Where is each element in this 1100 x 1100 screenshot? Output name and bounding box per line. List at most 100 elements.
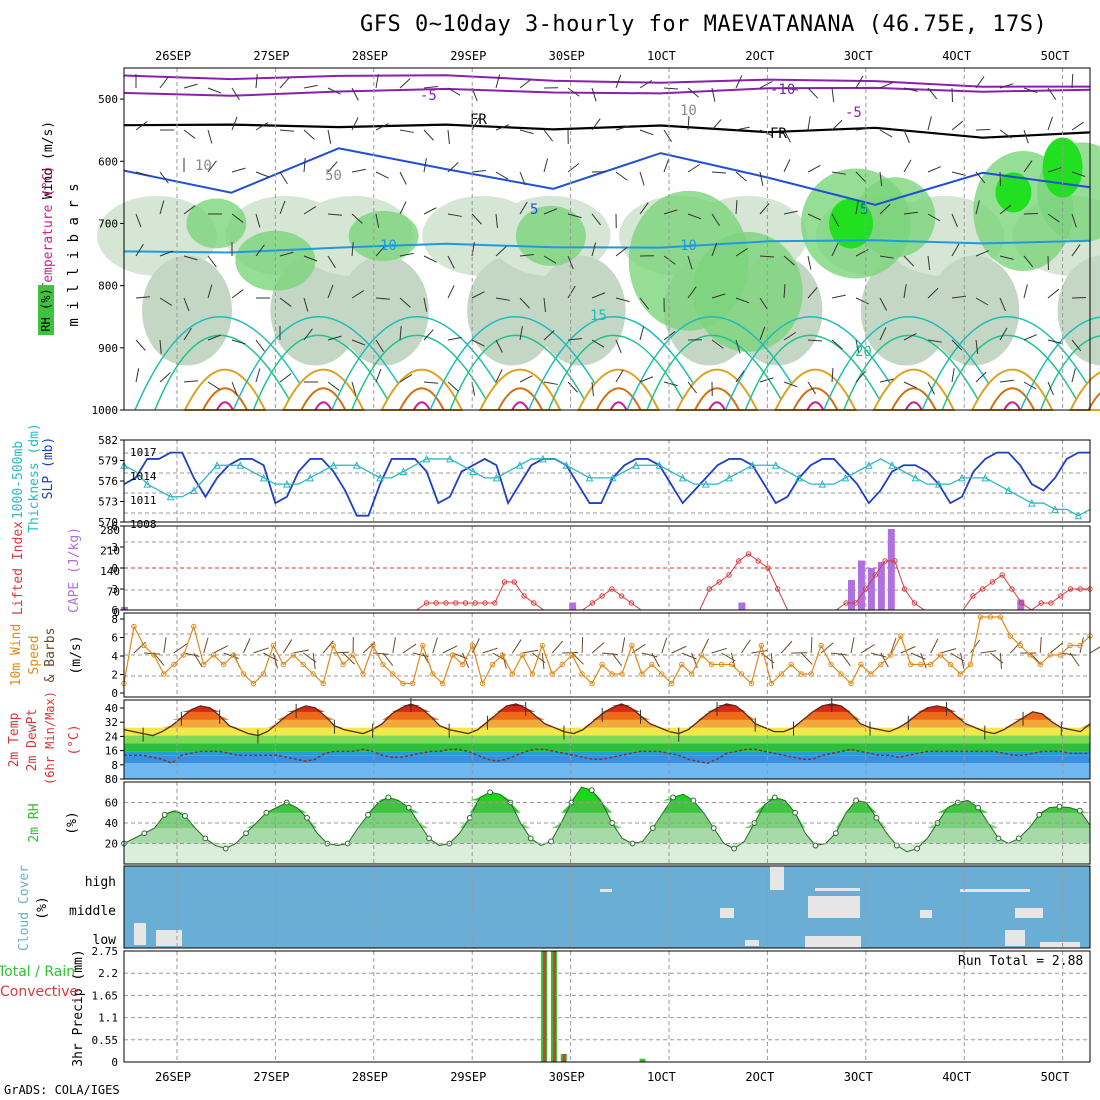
- wind-barb-10m: [1060, 652, 1077, 656]
- wind-barb: [159, 250, 174, 257]
- isotherm-35: [806, 401, 825, 411]
- pressure-tick-label: 600: [98, 155, 118, 168]
- slp-tick-label: 1011: [130, 494, 157, 507]
- wind-barb: [927, 213, 941, 222]
- rh-marker: [263, 809, 270, 816]
- isotherm-30: [398, 387, 445, 411]
- ylabel-rh-units: (%): [65, 811, 80, 834]
- li-marker: [853, 600, 859, 606]
- wind-barb: [231, 167, 246, 173]
- wind-barb: [231, 289, 244, 299]
- wind-barb: [1071, 121, 1084, 131]
- wind-barb: [159, 372, 171, 383]
- wind-barb: [735, 75, 743, 89]
- wind-barb: [759, 297, 769, 311]
- rh-marker: [792, 809, 799, 816]
- li-marker: [970, 593, 976, 599]
- date-label-bottom: 30SEP: [549, 1070, 585, 1084]
- wind-barb: [327, 87, 341, 95]
- wind-barb: [711, 119, 722, 131]
- wind-barb: [183, 129, 196, 139]
- wind-barb: [687, 115, 690, 131]
- thickness-marker: [678, 473, 687, 482]
- cloud-patch: [745, 940, 759, 946]
- wind-speed-marker: [818, 642, 824, 649]
- cape-bar: [857, 560, 865, 610]
- wind-barb: [183, 380, 198, 383]
- wind-speed-marker: [629, 642, 635, 649]
- wind-barb: [279, 200, 286, 215]
- wind-barb-10m: [831, 652, 848, 656]
- thickness-marker: [1074, 511, 1083, 520]
- date-label-bottom: 1OCT: [647, 1070, 676, 1084]
- wind-barb: [639, 171, 645, 186]
- wind-barb: [903, 284, 907, 299]
- thickness-marker: [422, 454, 431, 463]
- wind-barb: [1023, 255, 1034, 268]
- date-label-top: 5OCT: [1041, 49, 1070, 63]
- thickness-marker: [771, 461, 780, 469]
- thickness-marker: [841, 473, 850, 482]
- wind-barb-10m: [462, 652, 470, 669]
- isotherm-line: [123, 239, 1091, 254]
- date-label-bottom: 27SEP: [253, 1070, 289, 1084]
- li-marker: [521, 593, 527, 599]
- wind-barb: [279, 171, 288, 185]
- cape-bar: [847, 580, 855, 610]
- wind-barb: [159, 200, 165, 215]
- wind-barb-10m: [980, 650, 997, 654]
- wind-barb: [327, 161, 338, 173]
- wind-speed-marker: [430, 671, 436, 677]
- wind-barb: [687, 163, 701, 173]
- rh-marker: [710, 825, 717, 832]
- wind-speed-marker: [1017, 642, 1023, 649]
- rh-fill: [124, 787, 1090, 801]
- wind-barb: [375, 123, 389, 131]
- date-label-top: 26SEP: [155, 49, 191, 63]
- wind-barb: [807, 164, 821, 173]
- precip-tick-label: 1.65: [92, 989, 119, 1002]
- isotherm-30: [300, 387, 347, 411]
- wind-barb: [207, 255, 217, 268]
- wind-speed-marker: [420, 642, 426, 649]
- wind-barb: [495, 246, 507, 257]
- wind-barb: [927, 116, 932, 131]
- wind-barb: [135, 213, 142, 228]
- wind-barb: [639, 202, 649, 215]
- wind-barb: [975, 200, 980, 215]
- wind-barb: [927, 287, 939, 299]
- wind-barb: [663, 381, 678, 387]
- wind-speed-marker: [758, 642, 765, 649]
- wind-barb: [831, 213, 840, 227]
- li-marker: [599, 593, 605, 599]
- date-label-bottom: 3OCT: [844, 1070, 873, 1084]
- li-marker: [1077, 586, 1083, 592]
- wind-barb: [183, 205, 196, 215]
- wind-speed-line: [123, 616, 1091, 686]
- thickness-marker: [539, 454, 547, 463]
- wind-barb: [615, 369, 624, 383]
- wind-barb: [303, 206, 317, 215]
- wind-barb: [495, 339, 503, 353]
- wind-barb: [351, 213, 363, 224]
- wind-barb-10m: [820, 642, 834, 654]
- date-label-top: 29SEP: [450, 49, 486, 63]
- wind-barb: [783, 129, 792, 143]
- rh-green: [348, 210, 419, 261]
- wind-barb-10m: [562, 651, 579, 654]
- isotherm-15: [921, 316, 1100, 411]
- wind-barb: [543, 297, 546, 312]
- wind-barb: [1023, 334, 1038, 341]
- wind-barb: [471, 87, 478, 102]
- rh-marker: [1056, 803, 1063, 810]
- isotherm-30: [497, 387, 544, 411]
- wind-barb: [135, 243, 144, 257]
- contour-label: 15: [590, 308, 607, 324]
- thickness-marker: [469, 467, 477, 476]
- wind-barb: [975, 76, 985, 89]
- date-label-bottom: 4OCT: [942, 1070, 971, 1084]
- wind-speed-marker: [141, 642, 147, 649]
- wind-barb: [159, 297, 173, 306]
- ylabel-thickness-1: 1000-500mb: [11, 441, 26, 519]
- thickness-marker: [585, 473, 594, 482]
